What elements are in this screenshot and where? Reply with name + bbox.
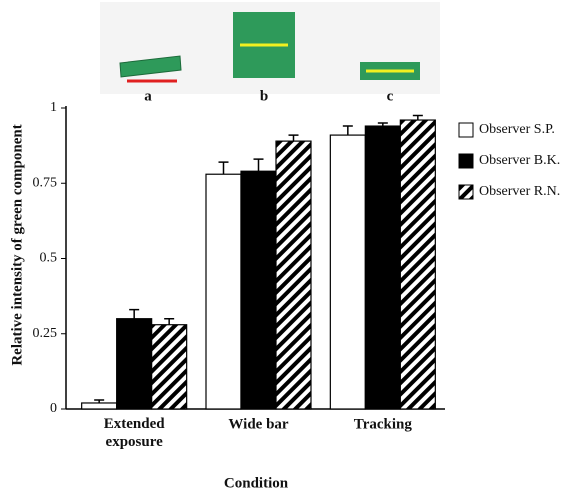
illustration-label: b [260, 88, 268, 104]
error-bar [129, 310, 139, 319]
legend-swatch [459, 123, 473, 137]
bar [206, 174, 241, 409]
x-tick-label-line: Extended [104, 416, 166, 432]
page: {"illustration": {"labels": ["a", "b", "… [0, 0, 576, 492]
x-tick-label: Tracking [354, 416, 413, 432]
bar [117, 319, 152, 409]
illustration-label: c [387, 88, 394, 104]
x-tick-label: Wide bar [228, 416, 288, 432]
x-tick-label-line: exposure [106, 434, 164, 450]
legend-swatch [459, 154, 473, 168]
bar [400, 120, 435, 409]
legend-label: Observer S.P. [479, 122, 555, 137]
x-axis-label: Condition [224, 475, 289, 491]
illustration-b [233, 12, 295, 78]
y-tick-label: 0.25 [33, 326, 58, 341]
x-tick-label: Extended exposure [104, 416, 166, 450]
bar [276, 141, 311, 409]
y-tick-label: 0.5 [40, 251, 58, 266]
legend-label: Observer B.K. [479, 153, 560, 168]
y-tick-label: 1 [50, 100, 57, 115]
bar [82, 403, 117, 409]
legend-swatch [459, 185, 473, 199]
y-tick-label: 0 [50, 401, 57, 416]
legend-label: Observer R.N. [479, 184, 560, 199]
chart: a b c Relative intensity of green compon… [0, 0, 576, 492]
illustration-c [360, 62, 420, 80]
illustration-label: a [144, 88, 152, 104]
y-axis-label: Relative intensity of green component [9, 124, 25, 365]
error-bar [343, 126, 353, 135]
error-bar [164, 319, 174, 325]
bar [152, 325, 187, 409]
error-bar [219, 162, 229, 174]
error-bar [289, 135, 299, 141]
bar [241, 171, 276, 409]
bar [365, 126, 400, 409]
bar [330, 135, 365, 409]
error-bar [413, 116, 423, 121]
error-bar [254, 159, 264, 171]
y-tick-label: 0.75 [33, 175, 58, 190]
